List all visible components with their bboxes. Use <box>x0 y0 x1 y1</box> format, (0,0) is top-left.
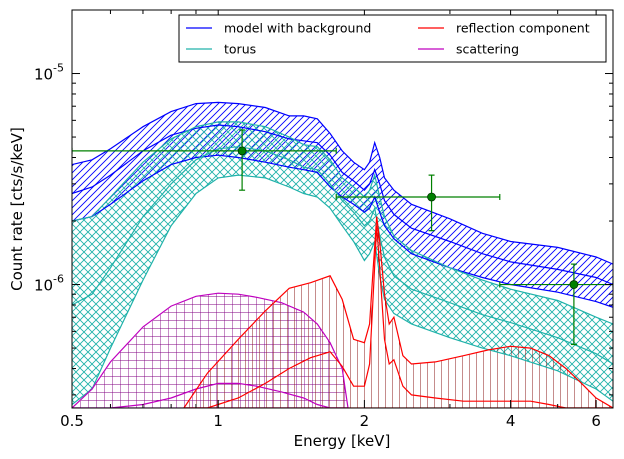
y-tick-label: 10-5 <box>34 62 64 84</box>
x-tick-label: 0.5 <box>60 412 84 430</box>
reflection-component-band-fill <box>183 216 613 408</box>
data-points <box>72 129 613 346</box>
model-bands <box>72 101 613 408</box>
y-axis-title: Count rate [cts/s/keV] <box>8 127 26 291</box>
reflection-component-mid-line <box>183 225 613 408</box>
legend-label: reflection component <box>456 21 590 36</box>
data-point-1 <box>237 146 247 156</box>
torus-upper-line <box>72 121 613 325</box>
legend-label: scattering <box>456 42 519 57</box>
x-tick-label: 2 <box>360 412 370 430</box>
torus-mid-line <box>72 146 613 365</box>
x-axis: 0.5 1 2 4 6 <box>60 10 601 430</box>
plot-frame <box>71 9 614 409</box>
y-tick-label-base: 10 <box>34 277 53 295</box>
scattering-upper-line <box>72 292 349 408</box>
legend-box <box>178 14 607 63</box>
y-tick-label-exponent: -6 <box>53 273 64 286</box>
scattering-mid-line <box>72 382 348 408</box>
data-point-3 <box>569 280 579 289</box>
torus-band-fill <box>72 121 613 405</box>
legend-label: torus <box>224 42 256 57</box>
y-tick-label-base: 10 <box>34 66 53 84</box>
y-tick-label: 10-6 <box>34 273 64 295</box>
legend-label: model with background <box>224 21 371 36</box>
x-tick-label: 1 <box>213 412 223 430</box>
data-point-2 <box>427 192 436 202</box>
torus-lower-line <box>72 174 613 405</box>
y-axis: 10-610-5 <box>34 62 613 396</box>
x-axis-title: Energy [keV] <box>294 432 391 450</box>
model-with-background-mid-line <box>72 124 613 286</box>
model-with-background-upper-line <box>72 101 613 265</box>
y-tick-label-exponent: -5 <box>53 62 64 75</box>
legend: model with background reflection componen… <box>178 14 607 63</box>
model-with-background-lower-line <box>72 154 613 308</box>
reflection-component-upper-line <box>183 216 613 408</box>
x-tick-label: 4 <box>506 412 516 430</box>
x-tick-label: 6 <box>591 412 601 430</box>
